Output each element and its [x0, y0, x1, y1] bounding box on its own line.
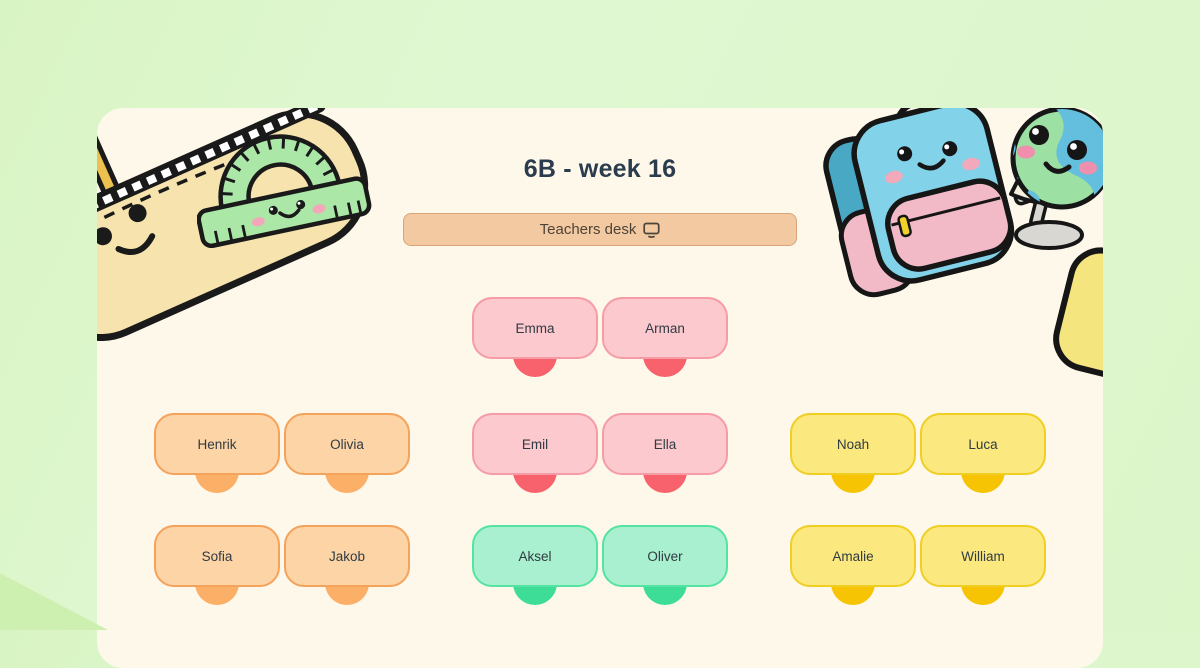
- seat-label: Jakob: [284, 525, 410, 587]
- seat-label: Arman: [602, 297, 728, 359]
- pencil-case-illustration: [97, 108, 369, 342]
- seat-arman[interactable]: Arman: [602, 297, 728, 377]
- seat-group-2: Henrik Olivia: [154, 413, 410, 493]
- seat-group-4: Noah Luca: [790, 413, 1046, 493]
- seat-emil[interactable]: Emil: [472, 413, 598, 493]
- seat-label: Noah: [790, 413, 916, 475]
- seat-luca[interactable]: Luca: [920, 413, 1046, 493]
- seat-label: Olivia: [284, 413, 410, 475]
- seat-group-3: Emil Ella: [472, 413, 728, 493]
- seat-label: Ella: [602, 413, 728, 475]
- seat-group-1: Emma Arman: [472, 297, 728, 377]
- seat-olivia[interactable]: Olivia: [284, 413, 410, 493]
- seating-chart-card: 6B - week 16 Teachers desk Emma Arman He…: [97, 108, 1103, 668]
- globe-illustration: [1009, 108, 1103, 250]
- monitor-icon: [643, 222, 660, 238]
- seat-label: Sofia: [154, 525, 280, 587]
- seat-jakob[interactable]: Jakob: [284, 525, 410, 605]
- seat-label: Emil: [472, 413, 598, 475]
- seat-aksel[interactable]: Aksel: [472, 525, 598, 605]
- seat-group-5: Sofia Jakob: [154, 525, 410, 605]
- seat-ella[interactable]: Ella: [602, 413, 728, 493]
- teachers-desk[interactable]: Teachers desk: [403, 213, 797, 246]
- seat-oliver[interactable]: Oliver: [602, 525, 728, 605]
- seat-label: William: [920, 525, 1046, 587]
- seat-label: Aksel: [472, 525, 598, 587]
- seat-emma[interactable]: Emma: [472, 297, 598, 377]
- seat-label: Henrik: [154, 413, 280, 475]
- teachers-desk-label: Teachers desk: [539, 221, 637, 238]
- seat-label: Oliver: [602, 525, 728, 587]
- seat-label: Emma: [472, 297, 598, 359]
- seat-amalie[interactable]: Amalie: [790, 525, 916, 605]
- seat-noah[interactable]: Noah: [790, 413, 916, 493]
- seat-label: Amalie: [790, 525, 916, 587]
- seat-william[interactable]: William: [920, 525, 1046, 605]
- seat-label: Luca: [920, 413, 1046, 475]
- seat-sofia[interactable]: Sofia: [154, 525, 280, 605]
- book-illustration: [1053, 247, 1103, 379]
- seat-group-7: Amalie William: [790, 525, 1046, 605]
- page-title: 6B - week 16: [523, 155, 677, 183]
- seat-group-6: Aksel Oliver: [472, 525, 728, 605]
- backpack-illustration: [823, 108, 1015, 298]
- seat-henrik[interactable]: Henrik: [154, 413, 280, 493]
